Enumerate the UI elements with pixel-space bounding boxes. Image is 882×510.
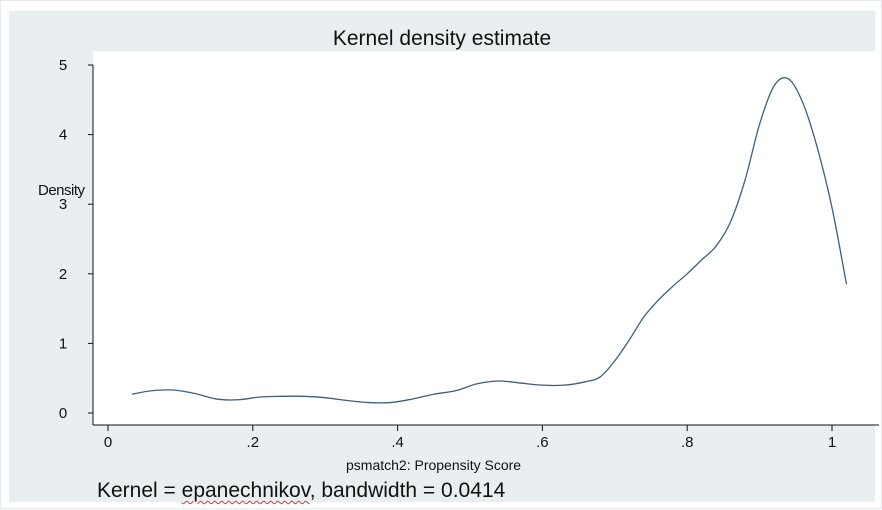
y-tick-label: 0: [59, 405, 67, 422]
kernel-name: epanechnikov: [181, 479, 310, 502]
x-tick-label: .4: [391, 434, 404, 451]
plot-area: [93, 51, 879, 425]
y-tick-label: 2: [59, 266, 67, 283]
x-axis-label: psmatch2: Propensity Score: [346, 457, 522, 473]
chart-title: Kernel density estimate: [332, 27, 552, 50]
kernel-note-suffix: , bandwidth = 0.0414: [309, 479, 506, 502]
kernel-note-prefix: Kernel =: [97, 479, 182, 502]
y-tick-label: 4: [59, 127, 67, 144]
y-axis-label: Density: [38, 182, 85, 199]
y-tick-label: 5: [59, 57, 67, 74]
x-tick-label: .8: [681, 434, 694, 451]
y-tick-label: 3: [59, 196, 67, 213]
x-tick-label: 0: [104, 434, 112, 451]
x-tick-label: .6: [536, 434, 549, 451]
kernel-note: Kernel = epanechnikov, bandwidth = 0.041…: [97, 479, 505, 503]
density-line: [131, 77, 848, 404]
x-tick-label: 1: [828, 434, 836, 451]
y-tick-label: 1: [59, 335, 67, 352]
x-tick-label: .2: [247, 434, 260, 451]
